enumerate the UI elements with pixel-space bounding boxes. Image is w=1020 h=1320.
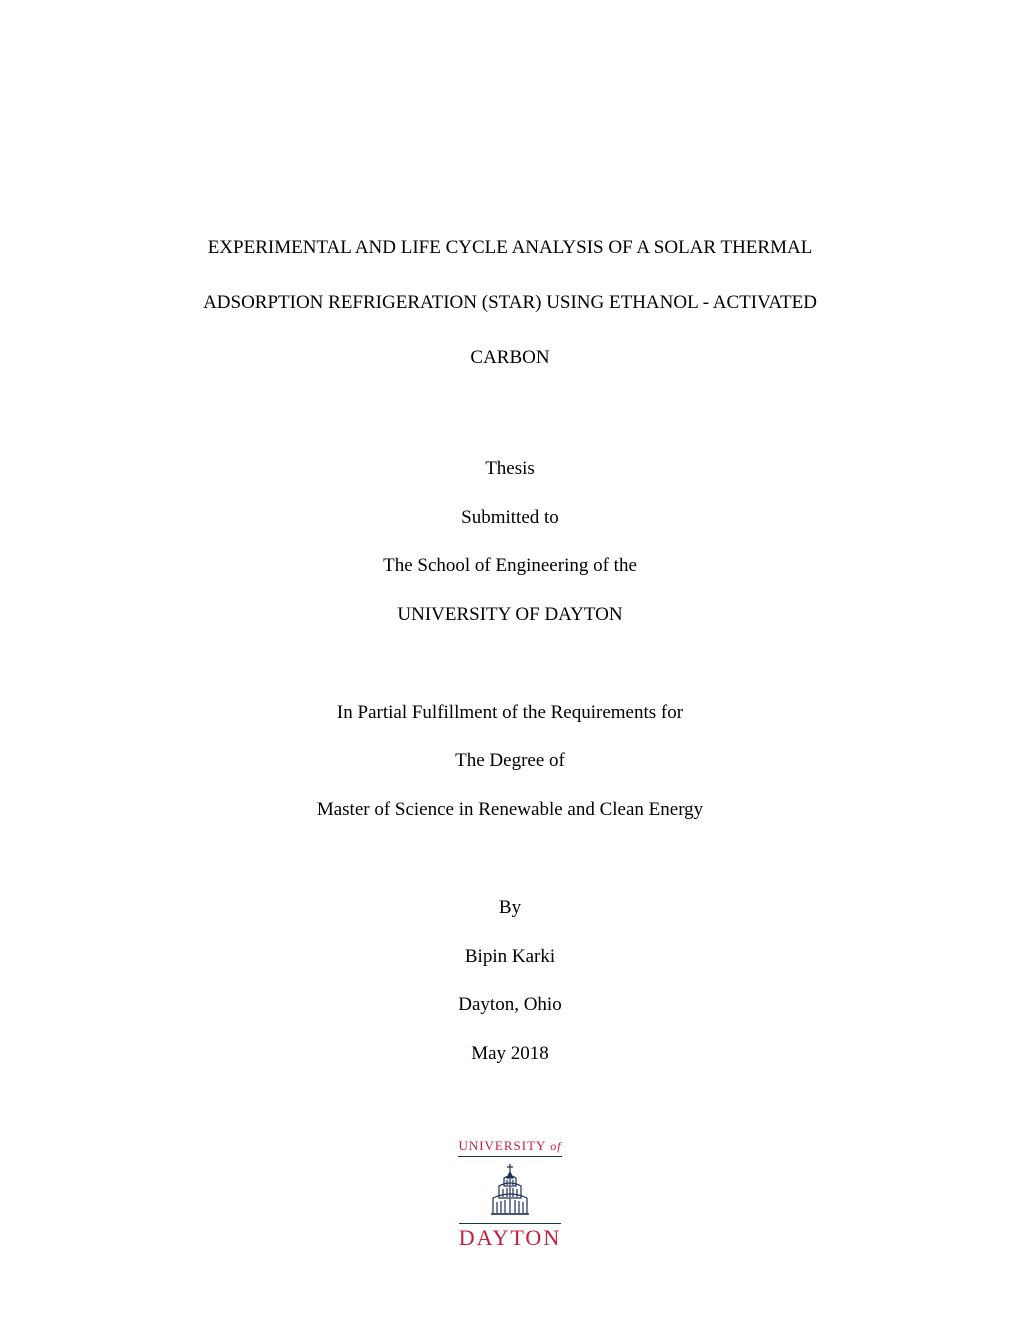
university-name: UNIVERSITY OF DAYTON [383, 591, 637, 639]
partial-fulfillment: In Partial Fulfillment of the Requiremen… [317, 689, 703, 737]
logo-university-text: UNIVERSITY [458, 1138, 546, 1153]
author-block: By Bipin Karki Dayton, Ohio May 2018 [458, 884, 561, 1078]
submission-block: Thesis Submitted to The School of Engine… [383, 445, 637, 639]
logo-dayton-text: DAYTON [459, 1223, 561, 1251]
author-name: Bipin Karki [458, 933, 561, 981]
by-label: By [458, 884, 561, 932]
author-location: Dayton, Ohio [458, 981, 561, 1029]
thesis-label: Thesis [383, 445, 637, 493]
logo-of-text: of [550, 1139, 561, 1153]
logo-header-text: UNIVERSITY of [458, 1138, 561, 1157]
title-line-1: EXPERIMENTAL AND LIFE CYCLE ANALYSIS OF … [203, 220, 817, 275]
thesis-title: EXPERIMENTAL AND LIFE CYCLE ANALYSIS OF … [203, 220, 817, 385]
title-line-2: ADSORPTION REFRIGERATION (STAR) USING ET… [203, 275, 817, 330]
title-line-3: CARBON [203, 330, 817, 385]
fulfillment-block: In Partial Fulfillment of the Requiremen… [317, 689, 703, 834]
school-name: The School of Engineering of the [383, 542, 637, 590]
thesis-date: May 2018 [458, 1030, 561, 1078]
submitted-to-label: Submitted to [383, 494, 637, 542]
degree-of-label: The Degree of [317, 737, 703, 785]
chapel-icon [485, 1164, 535, 1216]
university-logo: UNIVERSITY of DAYTON [458, 1138, 561, 1251]
degree-name: Master of Science in Renewable and Clean… [317, 786, 703, 834]
